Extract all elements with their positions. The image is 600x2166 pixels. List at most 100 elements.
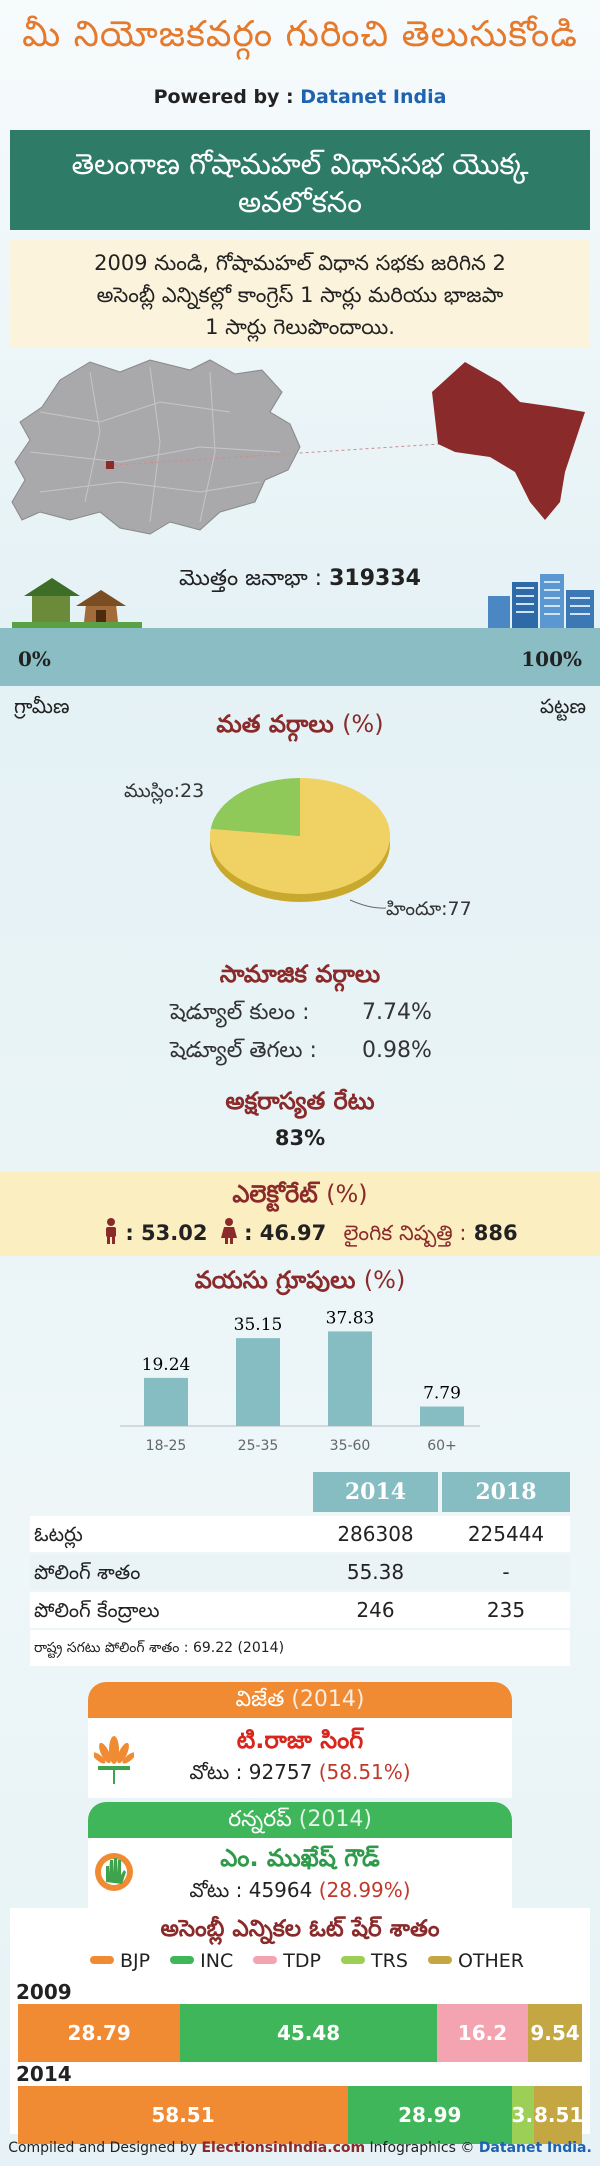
row-value-2014: 286308 — [337, 1522, 414, 1546]
year-2009-label: 2009 — [16, 1980, 72, 2004]
intro-line1: 2009 నుండి, గోషామహల్ విధాన సభకు జరిగిన 2 — [94, 251, 506, 275]
runnerup-year: (2014) — [298, 1807, 372, 1832]
st-label: షెడ్యూల్ తెగలు : — [170, 1038, 317, 1063]
winner-year: (2014) — [291, 1687, 365, 1712]
winner-card: విజేత (2014) టి.రాజా సింగ్ వోటు : 92757 … — [88, 1682, 512, 1798]
legend-bjp: BJP — [119, 1950, 151, 1972]
table-row: ఓటర్లు 286308 225444 — [30, 1516, 570, 1552]
electorate-row: : 53.02 : 46.97 లైంగిక నిష్పత్తి : 886 — [104, 1218, 518, 1251]
row-value-2018: - — [502, 1560, 510, 1584]
winner-header: విజేత (2014) — [88, 1682, 512, 1718]
age-title-text: వయసు గ్రూపులు — [194, 1266, 356, 1294]
hindu-leader-line — [350, 899, 387, 909]
age-value-label: 35.15 — [234, 1315, 283, 1335]
row-label: ఓటర్లు — [34, 1522, 83, 1546]
table-row: పోలింగ్ కేంద్రాలు 246 235 — [30, 1592, 570, 1628]
election-stats-table: 2014 2018 ఓటర్లు 286308 225444 పోలింగ్ శ… — [30, 1472, 570, 1666]
runnerup-card: రన్నరప్ (2014) ఎం. ముఖేష్ గౌడ్ వోటు : 45… — [88, 1802, 512, 1918]
winner-body: టి.రాజా సింగ్ వోటు : 92757 (58.51%) — [88, 1718, 512, 1798]
urban-percent: 100% — [521, 647, 582, 671]
intro-line3: 1 సార్లు గెలుపొందాయి. — [205, 315, 395, 339]
runnerup-name: ఎం. ముఖేష్ గౌడ్ — [220, 1844, 380, 1872]
vote-share-legend: BJP INC TDP TRS OTHER — [0, 1950, 600, 1972]
footer-site: ElectionsinIndia.com — [201, 2140, 366, 2156]
legend-other: OTHER — [457, 1950, 525, 1972]
sc-label: షెడ్యూల్ కులం : — [170, 1000, 310, 1025]
intro-line2: అసెంబ్లీ ఎన్నికల్లో కాంగ్రెస్ 1 సార్లు మ… — [96, 283, 504, 307]
vote-share-segment-other: 9.54 — [528, 2004, 582, 2062]
vote-share-segment-inc: 45.48 — [180, 2004, 437, 2062]
row-label: పోలింగ్ శాతం — [34, 1560, 141, 1584]
runnerup-votes: వోటు : 45964 (28.99%) — [88, 1878, 512, 1907]
runnerup-votes-label: వోటు : 45964 — [189, 1878, 313, 1902]
legend-swatch-tdp — [253, 1956, 278, 1964]
male-icon — [106, 1218, 116, 1244]
age-category-label: 25-35 — [238, 1438, 279, 1454]
banner-line1: తెలంగాణ గోషామహల్ విధానసభ యొక్క — [71, 147, 529, 181]
legend-swatch-inc — [170, 1956, 195, 1964]
sc-value: 7.74% — [362, 1000, 432, 1025]
rural-label: గ్రామీణ — [14, 694, 70, 718]
banner-line2: అవలోకనం — [237, 184, 362, 219]
vote-share-segment-other: 8.51 — [533, 2086, 583, 2144]
sex-ratio-label: లైంగిక నిష్పత్తి : — [343, 1221, 467, 1245]
year-2014-label: 2014 — [16, 2062, 72, 2086]
legend-trs: TRS — [371, 1950, 408, 1972]
legend-swatch-other — [427, 1956, 452, 1964]
vote-share-bar-2009: 28.79 45.48 16.2 9.54 — [18, 2004, 582, 2062]
electorate-box — [0, 1172, 600, 1256]
winner-votes: వోటు : 92757 (58.51%) — [88, 1760, 512, 1789]
female-icon — [220, 1218, 237, 1244]
row-value-2014: 246 — [356, 1598, 395, 1622]
religion-unit: (%) — [342, 710, 384, 738]
muslim-label: ముస్లిం:23 — [124, 780, 205, 802]
age-bar-18-25 — [144, 1377, 188, 1426]
vote-share-segment-bjp: 58.51 — [18, 2086, 349, 2144]
legend-swatch-bjp — [89, 1956, 114, 1964]
age-value-label: 7.79 — [423, 1384, 461, 1404]
runnerup-votes-pct: (28.99%) — [318, 1878, 411, 1902]
footer-brand: Datanet India. — [478, 2140, 592, 2156]
table-header-2018: 2018 — [442, 1472, 570, 1512]
vote-share-segment-inc: 28.99 — [348, 2086, 512, 2144]
male-percent: : 53.02 — [125, 1221, 208, 1245]
urban-label: పట్టణ — [539, 694, 586, 718]
goshamahal-constituency-map — [432, 362, 585, 520]
inc-hand-icon — [95, 1853, 133, 1891]
religion-title-text: మత వర్గాలు — [216, 710, 334, 738]
age-bar-chart: 19.24 18-25 35.15 25-35 37.83 35-60 7.79 60+ — [120, 1310, 480, 1454]
row-value-2018: 225444 — [467, 1522, 545, 1546]
powered-brand: Datanet India — [300, 86, 447, 108]
population-row: మొత్తం జనాభా : 319334 — [0, 566, 600, 596]
age-category-label: 60+ — [427, 1438, 457, 1454]
population-value: 319334 — [329, 566, 421, 591]
row-label: పోలింగ్ కేంద్రాలు — [34, 1598, 160, 1622]
literacy-title: అక్షరాస్యత రేటు — [225, 1087, 375, 1115]
winner-votes-pct: (58.51%) — [318, 1760, 411, 1784]
powered-prefix: Powered by : — [153, 86, 294, 108]
winner-name: టి.రాజా సింగ్ — [236, 1726, 364, 1754]
row-value-2014: 55.38 — [346, 1560, 405, 1584]
powered-by: Powered by : Datanet India — [0, 86, 600, 108]
pie-slice-muslim — [210, 778, 300, 836]
population-label: మొత్తం జనాభా : — [179, 566, 323, 591]
table-row: పోలింగ్ శాతం 55.38 - — [30, 1554, 570, 1590]
intro-box: 2009 నుండి, గోషామహల్ విధాన సభకు జరిగిన 2… — [10, 240, 590, 348]
electorate-title: ఎలెక్టోరేట్ (%) — [0, 1180, 600, 1214]
rural-percent: 0% — [18, 647, 51, 671]
vote-share-title: అసెంబ్లీ ఎన్నికల ఓట్ షేర్ శాతం — [160, 1916, 440, 1942]
age-title: వయసు గ్రూపులు (%) — [0, 1266, 600, 1300]
age-unit: (%) — [363, 1266, 406, 1294]
runnerup-title: రన్నరప్ — [228, 1807, 292, 1832]
runnerup-header: రన్నరప్ (2014) — [88, 1802, 512, 1838]
age-bar-60+ — [420, 1406, 464, 1426]
table-header-2014: 2014 — [313, 1472, 438, 1512]
hindu-label: హిందూ:77 — [386, 898, 472, 920]
page-title: మీ నియోజకవర్గం గురించి తెలుసుకోండి — [22, 14, 578, 55]
electorate-unit: (%) — [326, 1180, 368, 1208]
age-category-label: 35-60 — [330, 1438, 371, 1454]
sex-ratio-value: 886 — [473, 1221, 518, 1245]
urban-rural-bar — [0, 628, 600, 686]
age-value-label: 19.24 — [142, 1355, 191, 1375]
